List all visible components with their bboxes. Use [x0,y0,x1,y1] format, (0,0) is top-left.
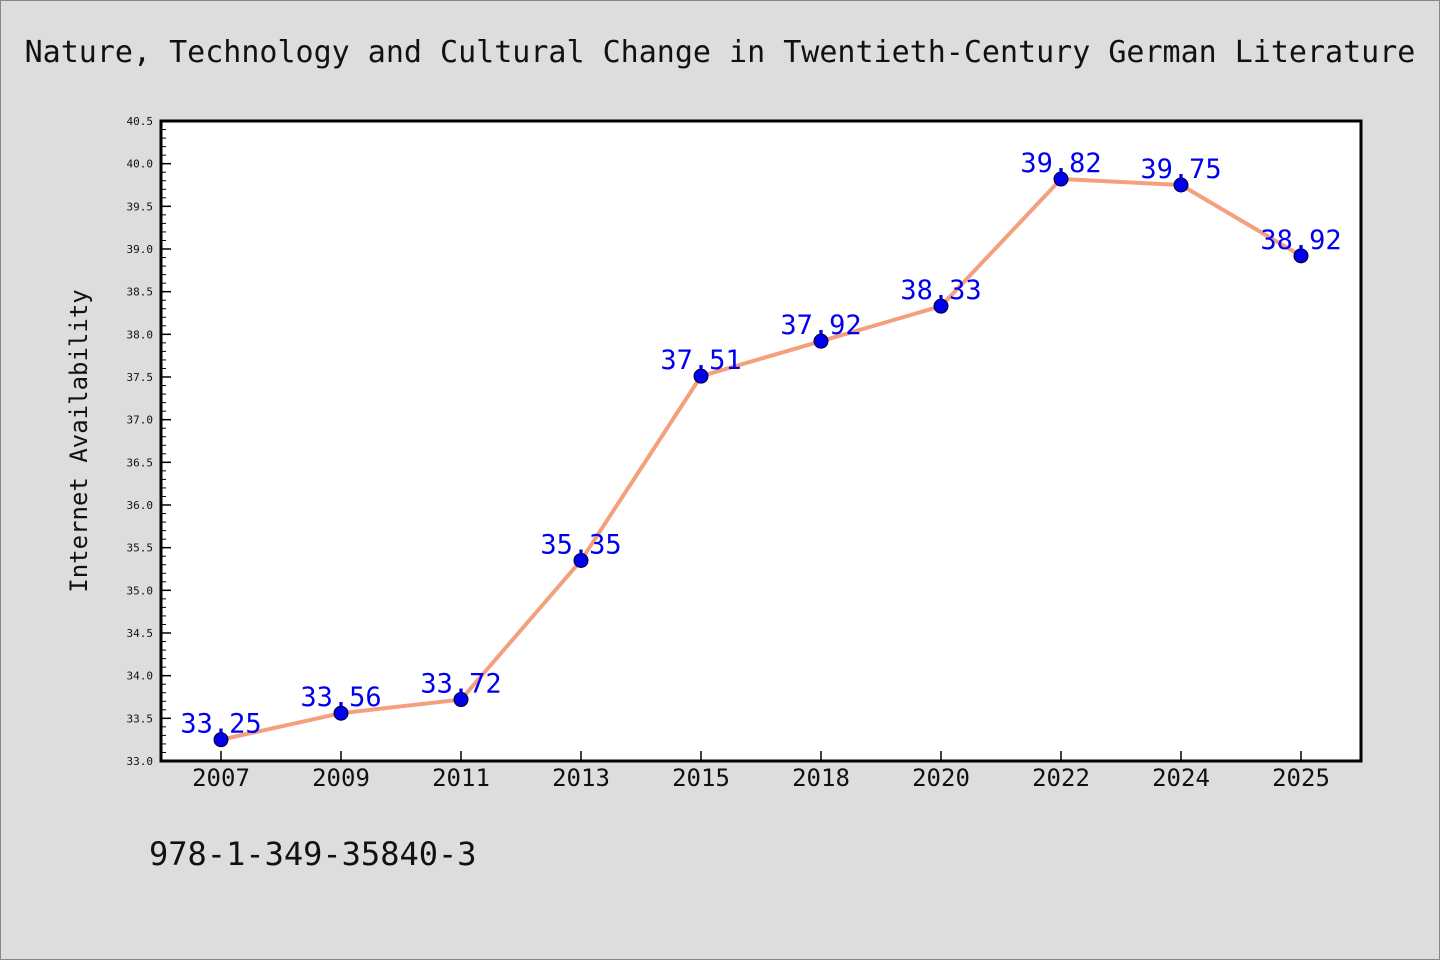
x-tick-label: 2015 [672,764,730,792]
data-point [213,732,229,748]
chart-title: Nature, Technology and Cultural Change i… [24,35,1416,70]
y-tick-label: 39.0 [127,243,154,256]
x-tick-label: 2024 [1152,764,1210,792]
series-line [219,177,1303,742]
data-point [453,692,469,708]
y-tick-label: 35.0 [127,584,154,597]
data-label: 38.92 [1260,225,1341,256]
y-tick-label: 36.0 [127,499,154,512]
data-label: 39.75 [1140,154,1221,185]
data-label: 33.56 [300,682,381,713]
data-point [1053,171,1069,187]
x-tick-label: 2025 [1272,764,1330,792]
data-label: 33.72 [420,669,501,700]
data-point [333,705,349,721]
y-tick-label: 40.0 [127,158,154,171]
x-tick-label: 2018 [792,764,850,792]
data-label: 39.82 [1020,148,1101,179]
data-point [573,552,589,568]
data-label: 37.51 [660,345,741,376]
y-tick-label: 40.5 [127,115,154,128]
y-tick-label: 34.0 [127,670,154,683]
x-tick-label: 2020 [912,764,970,792]
data-point [693,368,709,384]
data-label: 33.25 [180,709,261,740]
isbn-footer: 978-1-349-35840-3 [149,835,477,873]
x-tick-label: 2007 [192,764,250,792]
y-axis-label: Internet Availability [65,289,93,592]
y-tick-label: 33.0 [127,755,154,768]
data-label: 37.92 [780,310,861,341]
x-tick-label: 2009 [312,764,370,792]
data-point [1293,248,1309,264]
data-point [933,298,949,314]
y-tick-label: 33.5 [127,712,154,725]
data-label: 38.33 [900,275,981,306]
y-tick-label: 34.5 [127,627,154,640]
y-tick-label: 39.5 [127,200,154,213]
x-tick-label: 2011 [432,764,490,792]
data-point [1173,177,1189,193]
y-tick-label: 38.5 [127,286,154,299]
y-tick-label: 37.0 [127,414,154,427]
y-tick-label: 36.5 [127,456,154,469]
data-label: 35.35 [540,529,621,560]
y-tick-label: 37.5 [127,371,154,384]
plot-area [159,119,1363,763]
y-tick-label: 38.0 [127,328,154,341]
x-tick-label: 2013 [552,764,610,792]
x-tick-label: 2022 [1032,764,1090,792]
y-tick-label: 35.5 [127,542,154,555]
data-point [813,333,829,349]
